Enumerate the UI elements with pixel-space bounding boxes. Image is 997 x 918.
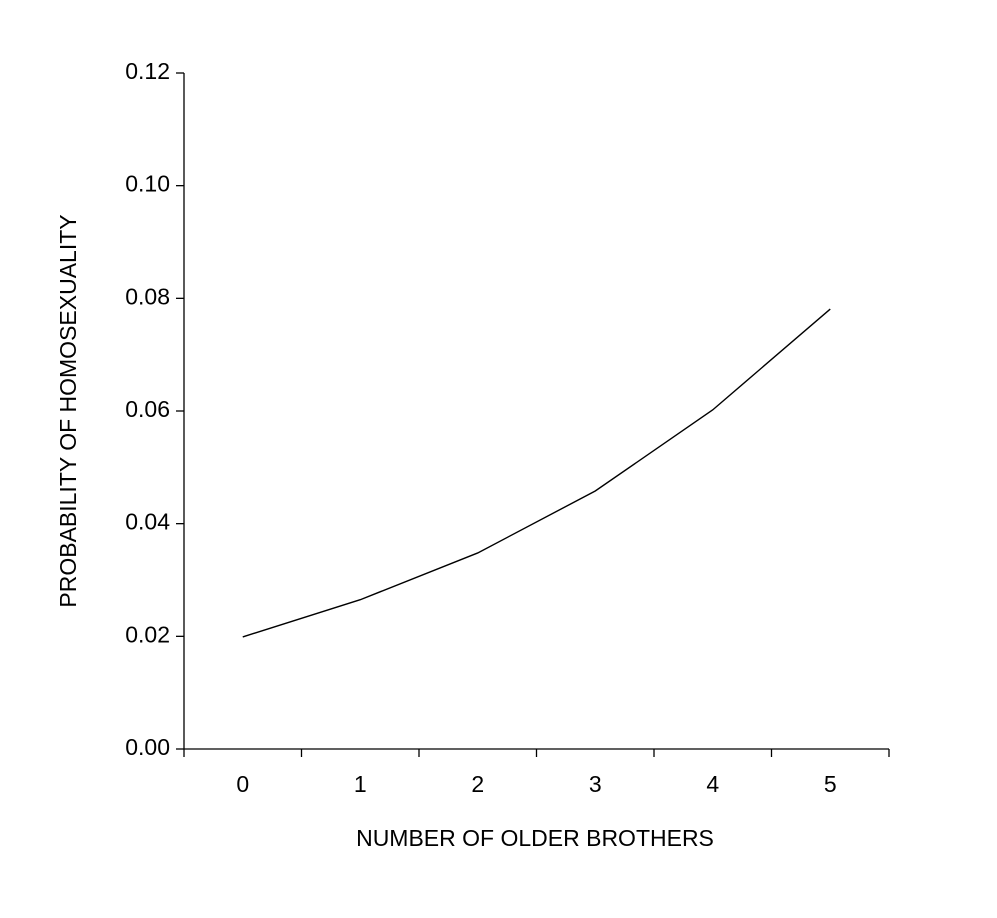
x-tick-label: 2 xyxy=(471,771,484,797)
x-tick-label: 5 xyxy=(824,771,837,797)
y-tick-label: 0.06 xyxy=(125,396,170,422)
x-tick-label: 4 xyxy=(706,771,719,797)
x-tick-label: 1 xyxy=(354,771,367,797)
x-tick-label: 3 xyxy=(589,771,602,797)
x-tick-label: 0 xyxy=(236,771,249,797)
y-tick-label: 0.04 xyxy=(125,509,170,535)
y-tick-label: 0.10 xyxy=(125,171,170,197)
y-tick-label: 0.12 xyxy=(125,58,170,84)
y-tick-label: 0.00 xyxy=(125,734,170,760)
y-tick-label: 0.08 xyxy=(125,283,170,309)
y-axis-label: PROBABILITY OF HOMOSEXUALITY xyxy=(55,214,81,607)
x-axis-label: NUMBER OF OLDER BROTHERS xyxy=(356,825,714,851)
y-tick-label: 0.02 xyxy=(125,621,170,647)
line xyxy=(242,308,831,638)
